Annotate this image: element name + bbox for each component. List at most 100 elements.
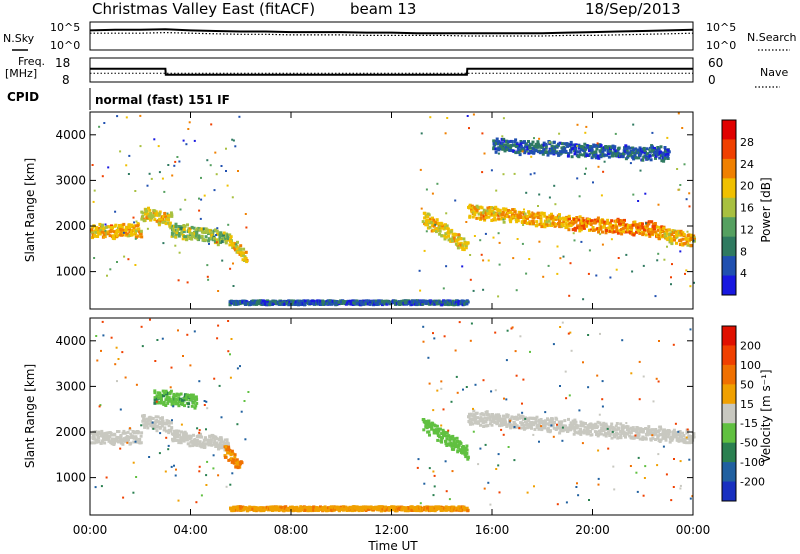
echo-cell xyxy=(566,154,570,158)
scatter-cell xyxy=(225,147,227,150)
echo-cell xyxy=(446,508,450,512)
nave-tick-bottom: 0 xyxy=(708,73,716,87)
scatter-cell xyxy=(423,482,426,485)
echo-cell xyxy=(535,415,539,419)
echo-cell xyxy=(629,426,633,430)
echo-cell xyxy=(495,137,499,141)
freq-tick-bottom: 8 xyxy=(62,73,70,87)
echo-cell xyxy=(137,227,141,231)
echo-cell xyxy=(605,432,609,436)
echo-cell xyxy=(551,219,555,223)
echo-cell xyxy=(173,429,176,433)
echo-cell xyxy=(682,233,686,236)
echo-cell xyxy=(636,226,640,230)
echo-cell xyxy=(129,441,133,445)
echo-cell xyxy=(463,302,467,306)
echo-cell xyxy=(608,428,612,432)
echo-cell xyxy=(442,227,446,231)
scatter-cell xyxy=(119,150,122,153)
noise-right-label: N.Search xyxy=(747,31,797,44)
echo-cell xyxy=(534,417,538,421)
echo-cell xyxy=(217,438,221,442)
scatter-cell xyxy=(483,152,486,155)
echo-cell xyxy=(645,224,649,228)
scatter-cell xyxy=(512,257,515,260)
echo-cell xyxy=(612,426,616,430)
echo-cell xyxy=(596,154,600,158)
scatter-cell xyxy=(232,139,235,142)
echo-cell xyxy=(103,433,107,437)
echo-cell xyxy=(129,432,133,436)
echo-cell xyxy=(97,439,101,443)
scatter-cell xyxy=(167,164,170,166)
echo-cell xyxy=(519,142,523,146)
colorbar-tick-label: 20 xyxy=(740,180,754,193)
echo-cell xyxy=(214,445,218,448)
echo-cell xyxy=(437,428,441,431)
echo-cell xyxy=(203,445,207,449)
echo-cell xyxy=(599,153,603,157)
echo-cell xyxy=(158,422,162,426)
scatter-cell xyxy=(689,285,692,288)
scatter-cell xyxy=(229,376,232,379)
echo-cell xyxy=(115,436,119,440)
echo-cell xyxy=(202,227,206,231)
echo-cell xyxy=(625,230,629,234)
echo-cell xyxy=(319,299,323,303)
scatter-cell xyxy=(419,502,422,505)
echo-cell xyxy=(324,506,328,510)
echo-cell xyxy=(530,421,534,424)
echo-cell xyxy=(241,258,245,262)
echo-cell xyxy=(632,428,636,432)
echo-cell xyxy=(631,426,635,430)
echo-cell xyxy=(578,229,582,233)
echo-cell xyxy=(509,148,513,152)
echo-cell xyxy=(635,433,639,437)
echo-cell xyxy=(633,154,637,158)
echo-cell xyxy=(624,226,628,230)
echo-cell xyxy=(299,506,303,510)
scatter-cell xyxy=(456,391,459,394)
scatter-cell xyxy=(128,154,131,157)
echo-cell xyxy=(475,210,479,214)
scatter-cell xyxy=(498,491,501,494)
echo-cell xyxy=(607,155,611,159)
echo-cell xyxy=(482,413,486,417)
echo-cell xyxy=(284,505,288,509)
scatter-cell xyxy=(670,276,672,279)
echo-cell xyxy=(515,218,519,222)
echo-cell xyxy=(662,230,666,234)
echo-cell xyxy=(662,226,666,230)
scatter-cell xyxy=(116,115,119,118)
echo-cell xyxy=(590,219,594,223)
echo-cell xyxy=(579,427,582,431)
scatter-cell xyxy=(425,230,428,233)
echo-cell xyxy=(387,507,391,511)
scatter-cell xyxy=(588,499,590,501)
echo-cell xyxy=(230,299,234,303)
echo-cell xyxy=(365,505,369,509)
echo-cell xyxy=(183,224,187,228)
scatter-cell xyxy=(214,151,217,154)
n-search-line xyxy=(90,31,694,37)
echo-cell xyxy=(514,138,518,142)
echo-cell xyxy=(180,398,184,402)
echo-cell xyxy=(217,231,221,235)
echo-cell xyxy=(232,459,236,463)
scatter-cell xyxy=(196,238,199,241)
echo-cell xyxy=(605,227,608,231)
echo-region xyxy=(467,203,571,230)
scatter-cell xyxy=(556,272,559,275)
scatter-cell xyxy=(134,264,137,266)
echo-cell xyxy=(668,430,671,433)
echo-cell xyxy=(163,426,167,430)
scatter-cell xyxy=(500,428,503,431)
echo-cell xyxy=(139,434,143,438)
echo-cell xyxy=(570,155,574,159)
echo-cell xyxy=(452,233,456,237)
echo-cell xyxy=(113,233,117,237)
echo-cell xyxy=(173,438,177,442)
scatter-cell xyxy=(511,326,514,329)
scatter-cell xyxy=(215,173,218,176)
echo-cell xyxy=(497,140,501,144)
